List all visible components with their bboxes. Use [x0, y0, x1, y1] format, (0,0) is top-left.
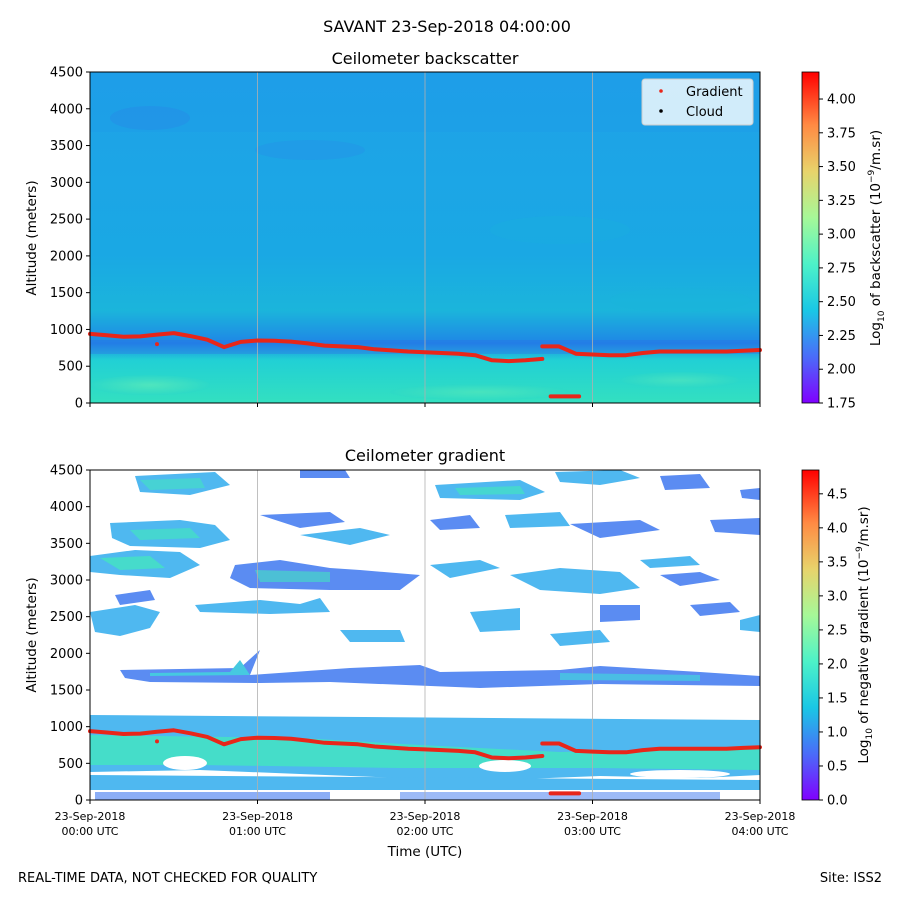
gradient-x-axis: 23-Sep-2018 00:00 UTC 23-Sep-2018 01:00 UTC…: [55, 800, 796, 838]
backscatter-y-tick-label: 3500: [50, 139, 83, 154]
gradient-colorbar-label: Log10 of negative gradient (10−9/m.sr): [855, 506, 875, 763]
gradient-gradient-point: [155, 739, 159, 744]
gradient-colorbar-tick-label: 4.0: [827, 521, 848, 536]
backscatter-colorbar-tick-label: 3.25: [827, 194, 856, 209]
gradient-x-label: Time (UTC): [387, 844, 463, 860]
suptitle: SAVANT 23-Sep-2018 04:00:00: [323, 17, 571, 36]
gradient-y-axis: 0 500 1000 1500 2000 2500 3000 3500 4000 4500: [50, 464, 90, 809]
backscatter-colorbar-tick-label: 3.50: [827, 160, 856, 175]
gradient-x-tick-date: 23-Sep-2018: [55, 810, 126, 823]
backscatter-gradient-line: [540, 344, 762, 358]
gradient-y-tick-label: 3500: [50, 537, 83, 552]
backscatter-y-tick-label: 0: [75, 397, 83, 412]
legend: Gradient Cloud: [641, 78, 754, 126]
backscatter-gradient-point: [155, 342, 159, 347]
gradient-y-tick-label: 4000: [50, 500, 83, 515]
backscatter-y-tick-label: 3000: [50, 176, 83, 191]
legend-gradient-marker: [659, 89, 663, 93]
footer-site: Site: ISS2: [820, 871, 882, 886]
backscatter-colorbar-label: Log10 of backscatter (10−9/m.sr): [867, 130, 887, 346]
gradient-colorbar-tick-label: 2.5: [827, 623, 848, 638]
gradient-colorbar-tick-label: 0.0: [827, 794, 848, 809]
gradient-colorbar: [801, 469, 820, 801]
gradient-y-tick-label: 1000: [50, 720, 83, 735]
gradient-gradient-line: [88, 728, 545, 761]
gradient-x-tick-date: 23-Sep-2018: [390, 810, 461, 823]
gradient-x-tick-date: 23-Sep-2018: [222, 810, 293, 823]
gradient-y-label: Altitude (meters): [24, 577, 40, 692]
backscatter-colorbar-tick-label: 2.00: [827, 363, 856, 378]
gradient-x-tick-time: 03:00 UTC: [564, 825, 621, 838]
backscatter-colorbar-tick-label: 3.00: [827, 228, 856, 243]
backscatter-y-tick-label: 1500: [50, 286, 83, 301]
gradient-gradient-series: [88, 728, 762, 796]
backscatter-colorbar-tick-label: 3.75: [827, 126, 856, 141]
gradient-gridlines: [257, 470, 593, 800]
gradient-title: Ceilometer gradient: [345, 446, 505, 465]
legend-box: [641, 78, 754, 126]
backscatter-gradient-line: [88, 331, 545, 364]
backscatter-colorbar-tick-label: 2.25: [827, 329, 856, 344]
gradient-colorbar-tick-label: 3.0: [827, 589, 848, 604]
gradient-y-tick-label: 2500: [50, 610, 83, 625]
gradient-panel: Ceilometer gradient: [24, 446, 875, 860]
gradient-colorbar-ticks: 0.0 0.5 1.0 1.5 2.0 2.5 3.0 3.5 4.0 4.5: [819, 487, 848, 809]
backscatter-colorbar: [801, 71, 820, 404]
backscatter-y-tick-label: 1000: [50, 323, 83, 338]
backscatter-y-tick-label: 2500: [50, 213, 83, 228]
gradient-y-tick-label: 3000: [50, 574, 83, 589]
backscatter-x-ticks: [89, 403, 761, 407]
backscatter-colorbar-tick-label: 2.75: [827, 261, 856, 276]
backscatter-colorbar-ticks: 1.75 2.00 2.25 2.50 2.75 3.00 3.25 3.50 3.75 4.00: [819, 93, 856, 412]
backscatter-y-tick-label: 2000: [50, 249, 83, 264]
gradient-colorbar-tick-label: 1.0: [827, 725, 848, 740]
backscatter-title: Ceilometer backscatter: [332, 49, 519, 68]
gradient-colorbar-tick-label: 0.5: [827, 759, 848, 774]
gradient-x-tick-time: 01:00 UTC: [229, 825, 286, 838]
backscatter-y-tick-label: 4500: [50, 66, 83, 81]
backscatter-y-label: Altitude (meters): [24, 180, 40, 295]
backscatter-gridlines: [257, 72, 593, 403]
gradient-gradient-line: [540, 741, 762, 755]
legend-cloud-marker: [659, 109, 663, 113]
gradient-x-tick-date: 23-Sep-2018: [725, 810, 796, 823]
gradient-colorbar-tick-label: 2.0: [827, 657, 848, 672]
backscatter-panel: Ceilometer backscatter 0 500 1000 1500 2000 2…: [24, 49, 887, 412]
gradient-colorbar-tick-label: 3.5: [827, 555, 848, 570]
gradient-colorbar-tick-label: 4.5: [827, 487, 848, 502]
backscatter-y-tick-label: 4000: [50, 102, 83, 117]
backscatter-colorbar-tick-label: 4.00: [827, 93, 856, 108]
gradient-y-tick-label: 1500: [50, 684, 83, 699]
gradient-y-tick-label: 0: [75, 794, 83, 809]
legend-gradient-label: Gradient: [686, 85, 743, 100]
backscatter-colorbar-tick-label: 1.75: [827, 397, 856, 412]
backscatter-y-tick-label: 500: [58, 360, 83, 375]
footer-quality-note: REAL-TIME DATA, NOT CHECKED FOR QUALITY: [18, 871, 317, 886]
gradient-colorbar-tick-label: 1.5: [827, 691, 848, 706]
gradient-x-tick-date: 23-Sep-2018: [557, 810, 628, 823]
gradient-x-tick-time: 04:00 UTC: [731, 825, 788, 838]
backscatter-gradient-series: [88, 331, 762, 399]
gradient-y-tick-label: 4500: [50, 464, 83, 479]
gradient-x-tick-time: 00:00 UTC: [61, 825, 118, 838]
gradient-x-tick-time: 02:00 UTC: [396, 825, 453, 838]
gradient-y-tick-label: 500: [58, 757, 83, 772]
backscatter-y-axis: 0 500 1000 1500 2000 2500 3000 3500 4000 4500: [50, 66, 90, 412]
legend-cloud-label: Cloud: [686, 105, 723, 120]
backscatter-colorbar-tick-label: 2.50: [827, 295, 856, 310]
gradient-y-tick-label: 2000: [50, 647, 83, 662]
